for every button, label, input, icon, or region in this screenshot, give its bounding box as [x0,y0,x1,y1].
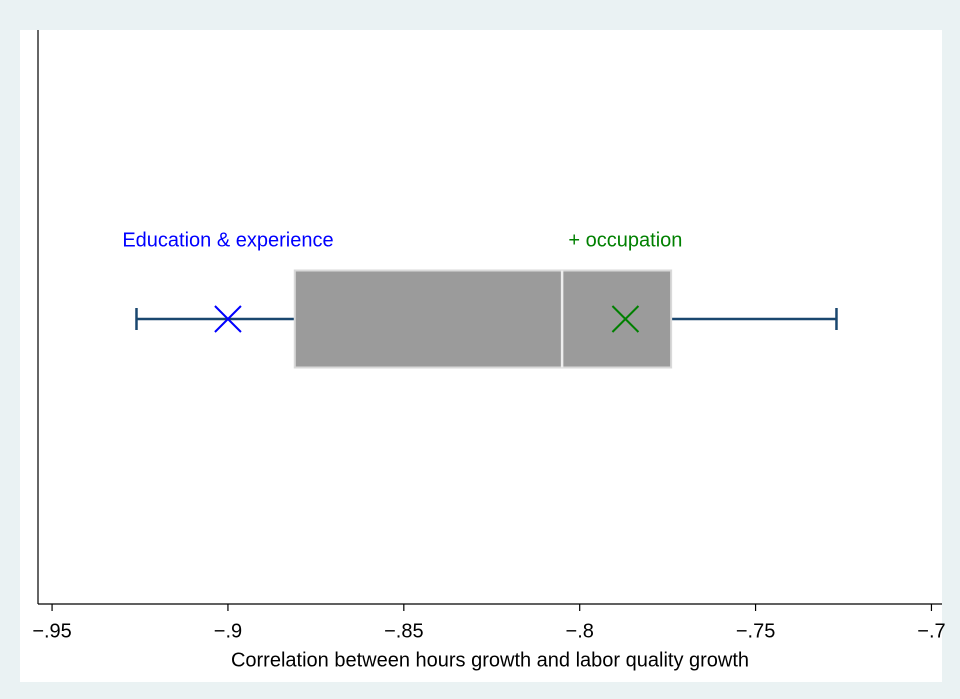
point-label: Education & experience [122,229,333,251]
x-tick-label: −.8 [566,620,594,642]
marker [214,305,242,333]
box [293,269,673,369]
x-tick-label: −.75 [736,620,775,642]
x-tick-label: −.85 [384,620,423,642]
x-axis-label: Correlation between hours growth and lab… [231,649,749,671]
x-tick-label: −.9 [214,620,242,642]
x-tick-label: −.95 [32,620,71,642]
x-tick-label: −.7 [917,620,945,642]
point-label: + occupation [568,229,682,251]
marker [611,305,640,333]
